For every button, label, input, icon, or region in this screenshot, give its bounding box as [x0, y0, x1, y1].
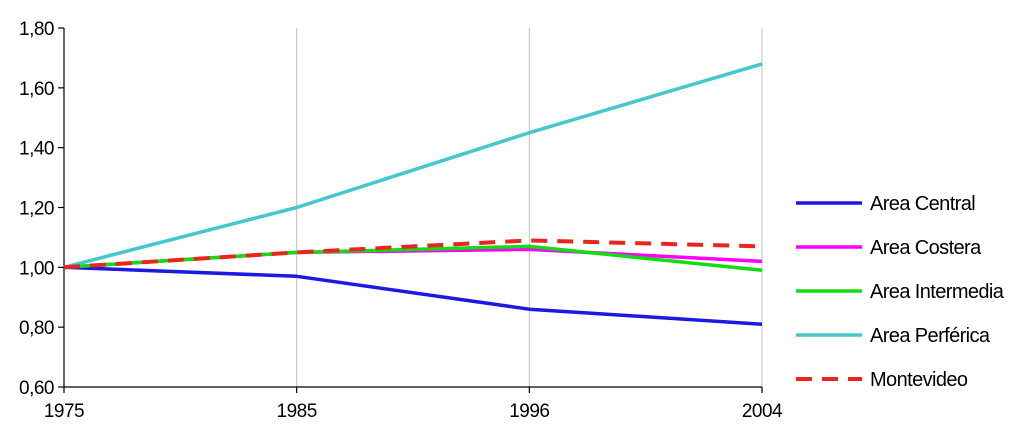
- series-line-area-perf-rica: [63, 62, 763, 269]
- legend-label: Area Costera: [870, 237, 982, 259]
- legend-item: Area Costera: [796, 237, 983, 259]
- legend-label: Area Intermedia: [870, 281, 1005, 303]
- x-tick-label: 1996: [509, 401, 549, 422]
- legend-item: Area Perférica: [796, 325, 992, 347]
- legend-item: Montevideo: [796, 369, 968, 391]
- legend: Area Central Area Costera Area Intermedia A…: [796, 193, 1005, 391]
- legend-label: Montevideo: [870, 369, 968, 391]
- y-tick-label: 0,60: [19, 378, 54, 399]
- series-line-area-intermedia: [63, 244, 763, 273]
- x-tick-label: 1975: [44, 401, 84, 422]
- axes: [58, 27, 763, 393]
- legend-label: Area Central: [870, 193, 975, 215]
- series-line-area-central: [63, 265, 763, 326]
- y-tick-label: 1,20: [19, 199, 54, 220]
- x-tick-label: 1985: [277, 401, 317, 422]
- x-tick-label: 2004: [742, 401, 783, 422]
- legend-label: Area Perférica: [870, 325, 991, 347]
- series-line-montevideo: [63, 238, 763, 270]
- y-tick-label: 1,00: [19, 258, 54, 279]
- legend-item: Area Central: [796, 193, 976, 215]
- series-layer: [63, 62, 763, 326]
- y-tick-label: 0,80: [19, 318, 54, 339]
- grid-layer: [296, 28, 763, 387]
- y-tick-label: 1,60: [19, 79, 54, 100]
- y-tick-label: 1,80: [19, 19, 54, 40]
- tick-labels: 0,60 0,80 1,00 1,20 1,40 1,60 1,80 1975 1985 1996…: [19, 19, 784, 422]
- legend-item: Area Intermedia: [796, 281, 1005, 303]
- y-tick-label: 1,40: [19, 139, 54, 160]
